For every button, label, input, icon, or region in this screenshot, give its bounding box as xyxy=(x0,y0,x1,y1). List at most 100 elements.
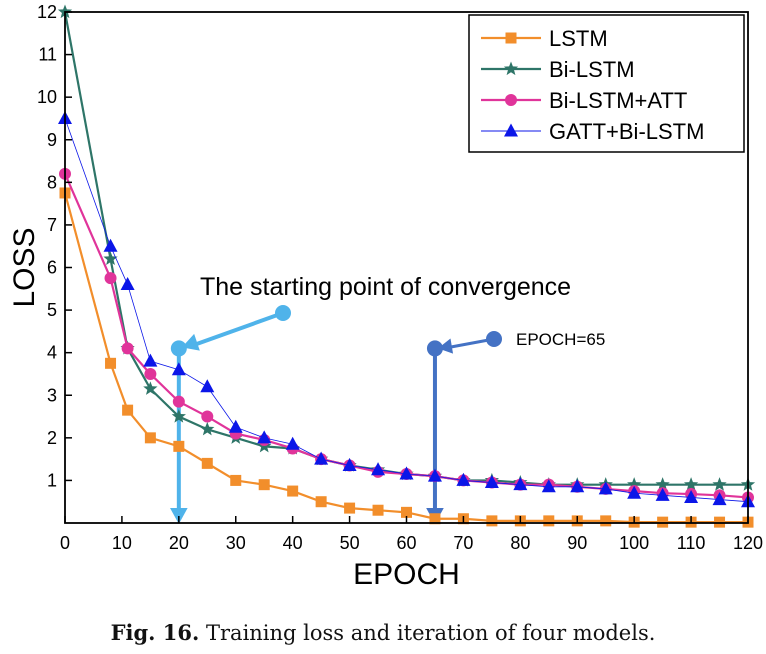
data-point xyxy=(486,515,498,527)
x-tick-label: 80 xyxy=(510,533,530,553)
y-tick-label: 11 xyxy=(38,45,57,65)
data-point xyxy=(655,487,670,501)
x-tick-label: 40 xyxy=(283,533,303,553)
x-tick-label: 110 xyxy=(677,533,706,553)
data-point xyxy=(371,462,386,476)
legend-entry: Bi-LSTM xyxy=(481,57,635,82)
legend-marker xyxy=(505,32,517,44)
data-point xyxy=(684,489,699,503)
annotation-convergence-text: The starting point of convergence xyxy=(200,273,571,301)
y-tick-label: 4 xyxy=(47,343,57,363)
legend-entry: Bi-LSTM+ATT xyxy=(481,88,687,113)
caption-label: Fig. 16. xyxy=(110,620,200,645)
data-point xyxy=(144,367,157,380)
y-tick-label: 8 xyxy=(47,172,57,192)
legend-label: GATT+Bi-LSTM xyxy=(549,119,704,144)
data-point xyxy=(683,477,699,491)
data-point xyxy=(314,451,329,465)
x-tick-label: 20 xyxy=(169,533,189,553)
y-tick-label: 1 xyxy=(47,470,57,490)
data-point xyxy=(627,477,642,491)
loss-chart: 0 10 20 30 40 50 60 70 80 90 100 110 120123456789101… xyxy=(8,2,763,591)
data-point xyxy=(257,430,272,444)
legend-entry: GATT+Bi-LSTM xyxy=(481,119,704,144)
data-point xyxy=(200,379,215,393)
data-point xyxy=(372,504,384,516)
series-2 xyxy=(59,167,754,504)
data-point xyxy=(103,238,118,252)
legend-marker xyxy=(503,61,519,76)
y-tick-label: 6 xyxy=(47,258,57,278)
x-tick-label: 50 xyxy=(340,533,360,553)
data-point xyxy=(315,496,327,508)
y-tick-label: 5 xyxy=(47,300,57,320)
data-point xyxy=(122,404,134,416)
axis-ticks: 0 10 20 30 40 50 60 70 80 90 100 110 120123456789101… xyxy=(37,2,763,553)
data-point xyxy=(570,479,585,493)
x-tick-label: 120 xyxy=(733,533,763,553)
data-point xyxy=(541,479,556,493)
data-point xyxy=(342,458,357,472)
data-point xyxy=(120,277,135,291)
convergence-arrow-start xyxy=(275,305,291,321)
annotation-convergence xyxy=(170,305,291,524)
x-axis-label: EPOCH xyxy=(353,558,460,591)
data-point xyxy=(171,362,186,376)
data-point xyxy=(513,477,528,491)
data-point xyxy=(287,485,299,497)
y-tick-label: 9 xyxy=(47,130,57,150)
series-layer xyxy=(57,4,756,528)
data-point xyxy=(543,515,555,527)
series-line xyxy=(64,118,749,503)
data-point xyxy=(173,440,185,452)
epoch65-arrowhead xyxy=(437,338,454,354)
convergence-arrow-shaft xyxy=(192,311,284,348)
x-tick-label: 30 xyxy=(226,533,246,553)
legend-marker xyxy=(505,94,517,106)
annotation-epoch65 xyxy=(426,331,502,524)
data-point xyxy=(712,492,727,506)
data-point xyxy=(172,395,185,408)
series-3 xyxy=(58,110,755,508)
data-point xyxy=(201,457,213,469)
data-point xyxy=(655,477,670,491)
data-point xyxy=(201,410,214,423)
annotation-layer xyxy=(170,305,502,524)
x-tick-label: 90 xyxy=(567,533,587,553)
data-point xyxy=(598,481,613,495)
data-point xyxy=(228,419,243,433)
y-tick-label: 12 xyxy=(37,2,57,22)
data-point xyxy=(344,502,356,514)
legend-label: Bi-LSTM xyxy=(549,57,635,82)
data-point xyxy=(401,506,412,518)
data-point xyxy=(144,432,156,444)
series-line xyxy=(63,173,749,499)
data-point xyxy=(103,251,118,266)
figure-caption: Fig. 16. Training loss and iteration of … xyxy=(0,620,766,645)
legend-label: LSTM xyxy=(549,26,608,51)
data-point xyxy=(429,513,441,525)
data-point xyxy=(427,468,442,482)
data-point xyxy=(484,475,499,489)
x-tick-label: 0 xyxy=(60,533,70,553)
y-tick-label: 3 xyxy=(47,385,57,405)
legend-entry: LSTM xyxy=(481,26,608,51)
epoch65-arrow-start xyxy=(486,331,502,347)
data-point xyxy=(200,421,215,436)
data-point xyxy=(230,474,242,486)
data-point xyxy=(285,436,300,450)
data-point xyxy=(258,479,270,491)
x-tick-label: 100 xyxy=(619,533,649,553)
legend-marker xyxy=(504,123,518,137)
data-point xyxy=(143,381,158,395)
annotation-epoch65-text: EPOCH=65 xyxy=(516,330,605,349)
data-point xyxy=(627,485,642,499)
data-point xyxy=(712,477,727,491)
y-axis-label: LOSS xyxy=(8,227,41,307)
x-tick-label: 60 xyxy=(396,533,416,553)
data-point xyxy=(121,342,134,355)
legend-label: Bi-LSTM+ATT xyxy=(549,88,687,113)
data-point xyxy=(456,472,471,486)
data-point xyxy=(600,515,612,527)
data-point xyxy=(104,272,117,285)
